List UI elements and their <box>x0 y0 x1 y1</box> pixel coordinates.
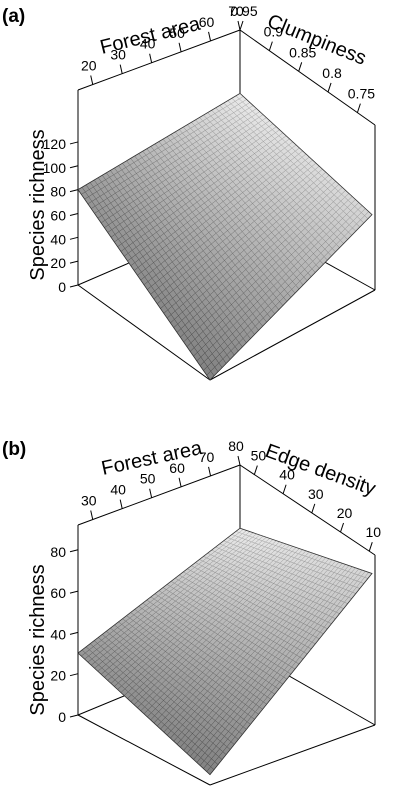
y-tick-b <box>282 484 287 494</box>
surface-outline-b <box>77 527 373 776</box>
y-tick-label-a: 0.9 <box>264 24 284 40</box>
x-tick-b <box>149 488 153 498</box>
z-tick-label-a: 80 <box>50 184 66 200</box>
x-tick-a <box>178 42 182 52</box>
x-tick-label-b: 70 <box>199 449 215 465</box>
y-tick-a <box>268 41 273 51</box>
z-tick-a <box>69 212 79 216</box>
x-tick-label-a: 70 <box>228 3 244 19</box>
z-tick-a <box>69 284 79 288</box>
x-tick-label-a: 20 <box>81 58 97 74</box>
y-tick-a <box>356 103 361 113</box>
y-tick-b <box>311 503 316 514</box>
y-tick-a <box>327 82 332 93</box>
x-tick-b <box>208 466 212 477</box>
z-tick-label-a: 40 <box>50 231 66 247</box>
z-tick-a <box>69 141 79 145</box>
x-tick-a <box>90 75 94 85</box>
x-tick-label-b: 50 <box>140 471 156 487</box>
y-tick-label-b: 50 <box>251 448 267 464</box>
z-tick-label-a: 100 <box>43 160 67 176</box>
z-tick-label-b: 0 <box>58 709 66 725</box>
y-tick-b <box>340 522 345 533</box>
z-tick-a <box>69 165 79 169</box>
box-edge-b <box>77 464 241 526</box>
x-tick-label-a: 60 <box>199 14 215 30</box>
y-axis-title-a: Clumpiness <box>264 10 369 70</box>
y-tick-label-a: 0.8 <box>322 65 342 81</box>
panel-label-b: (b) <box>2 439 26 460</box>
surface-outline-a <box>77 92 373 381</box>
z-tick-label-a: 20 <box>50 255 66 271</box>
x-tick-label-a: 40 <box>140 36 156 52</box>
surface-b <box>77 527 373 776</box>
y-tick-b <box>368 542 373 552</box>
box-edge-a <box>209 289 376 381</box>
surface-a <box>77 93 373 381</box>
y-tick-a <box>298 62 303 72</box>
x-tick-a <box>208 31 212 42</box>
box-edge-b <box>209 724 376 786</box>
box-edge-a <box>77 29 241 91</box>
x-tick-label-a: 50 <box>169 25 185 41</box>
y-tick-label-a: 0.95 <box>230 3 257 19</box>
z-axis-title-b: Species richness <box>27 564 49 715</box>
z-tick-label-b: 60 <box>50 585 66 601</box>
z-tick-label-b: 80 <box>50 544 66 560</box>
z-tick-label-a: 60 <box>50 207 66 223</box>
x-tick-b <box>237 455 241 466</box>
z-tick-a <box>69 260 79 264</box>
y-tick-label-a: 0.85 <box>289 44 316 60</box>
z-tick-a <box>69 236 79 240</box>
x-tick-b <box>90 510 94 520</box>
x-tick-label-b: 60 <box>169 460 185 476</box>
x-tick-a <box>119 64 123 74</box>
x-tick-a <box>149 53 153 63</box>
y-tick-a <box>239 20 244 31</box>
z-tick-label-b: 40 <box>50 626 66 642</box>
x-tick-a <box>237 20 241 31</box>
box-edge-a <box>239 29 376 126</box>
z-tick-b <box>69 714 79 718</box>
x-tick-label-b: 80 <box>228 438 244 454</box>
y-tick-label-b: 40 <box>279 467 295 483</box>
z-tick-b <box>69 631 79 635</box>
z-tick-label-a: 120 <box>43 136 67 152</box>
z-tick-b <box>69 549 79 553</box>
z-tick-a <box>69 189 79 193</box>
y-tick-b <box>253 465 258 475</box>
panel-label-a: (a) <box>2 6 25 27</box>
y-tick-label-b: 20 <box>337 505 353 521</box>
z-tick-b <box>69 590 79 594</box>
box-edge-a <box>77 284 211 381</box>
z-axis-title-a: Species richness <box>27 129 49 280</box>
x-tick-label-b: 40 <box>110 482 126 498</box>
y-tick-label-b: 10 <box>365 524 381 540</box>
z-tick-label-a: 0 <box>58 279 66 295</box>
y-tick-label-b: 30 <box>308 486 324 502</box>
x-axis-title-a: Forest area <box>98 13 203 59</box>
z-tick-label-b: 20 <box>50 668 66 684</box>
z-tick-b <box>69 673 79 677</box>
x-tick-label-a: 30 <box>110 47 126 63</box>
x-tick-b <box>119 499 123 509</box>
box-edge-b <box>239 464 376 556</box>
box-edge-b <box>77 714 211 786</box>
y-tick-label-a: 0.75 <box>348 86 375 102</box>
x-tick-label-b: 30 <box>81 493 97 509</box>
x-tick-b <box>178 477 182 487</box>
